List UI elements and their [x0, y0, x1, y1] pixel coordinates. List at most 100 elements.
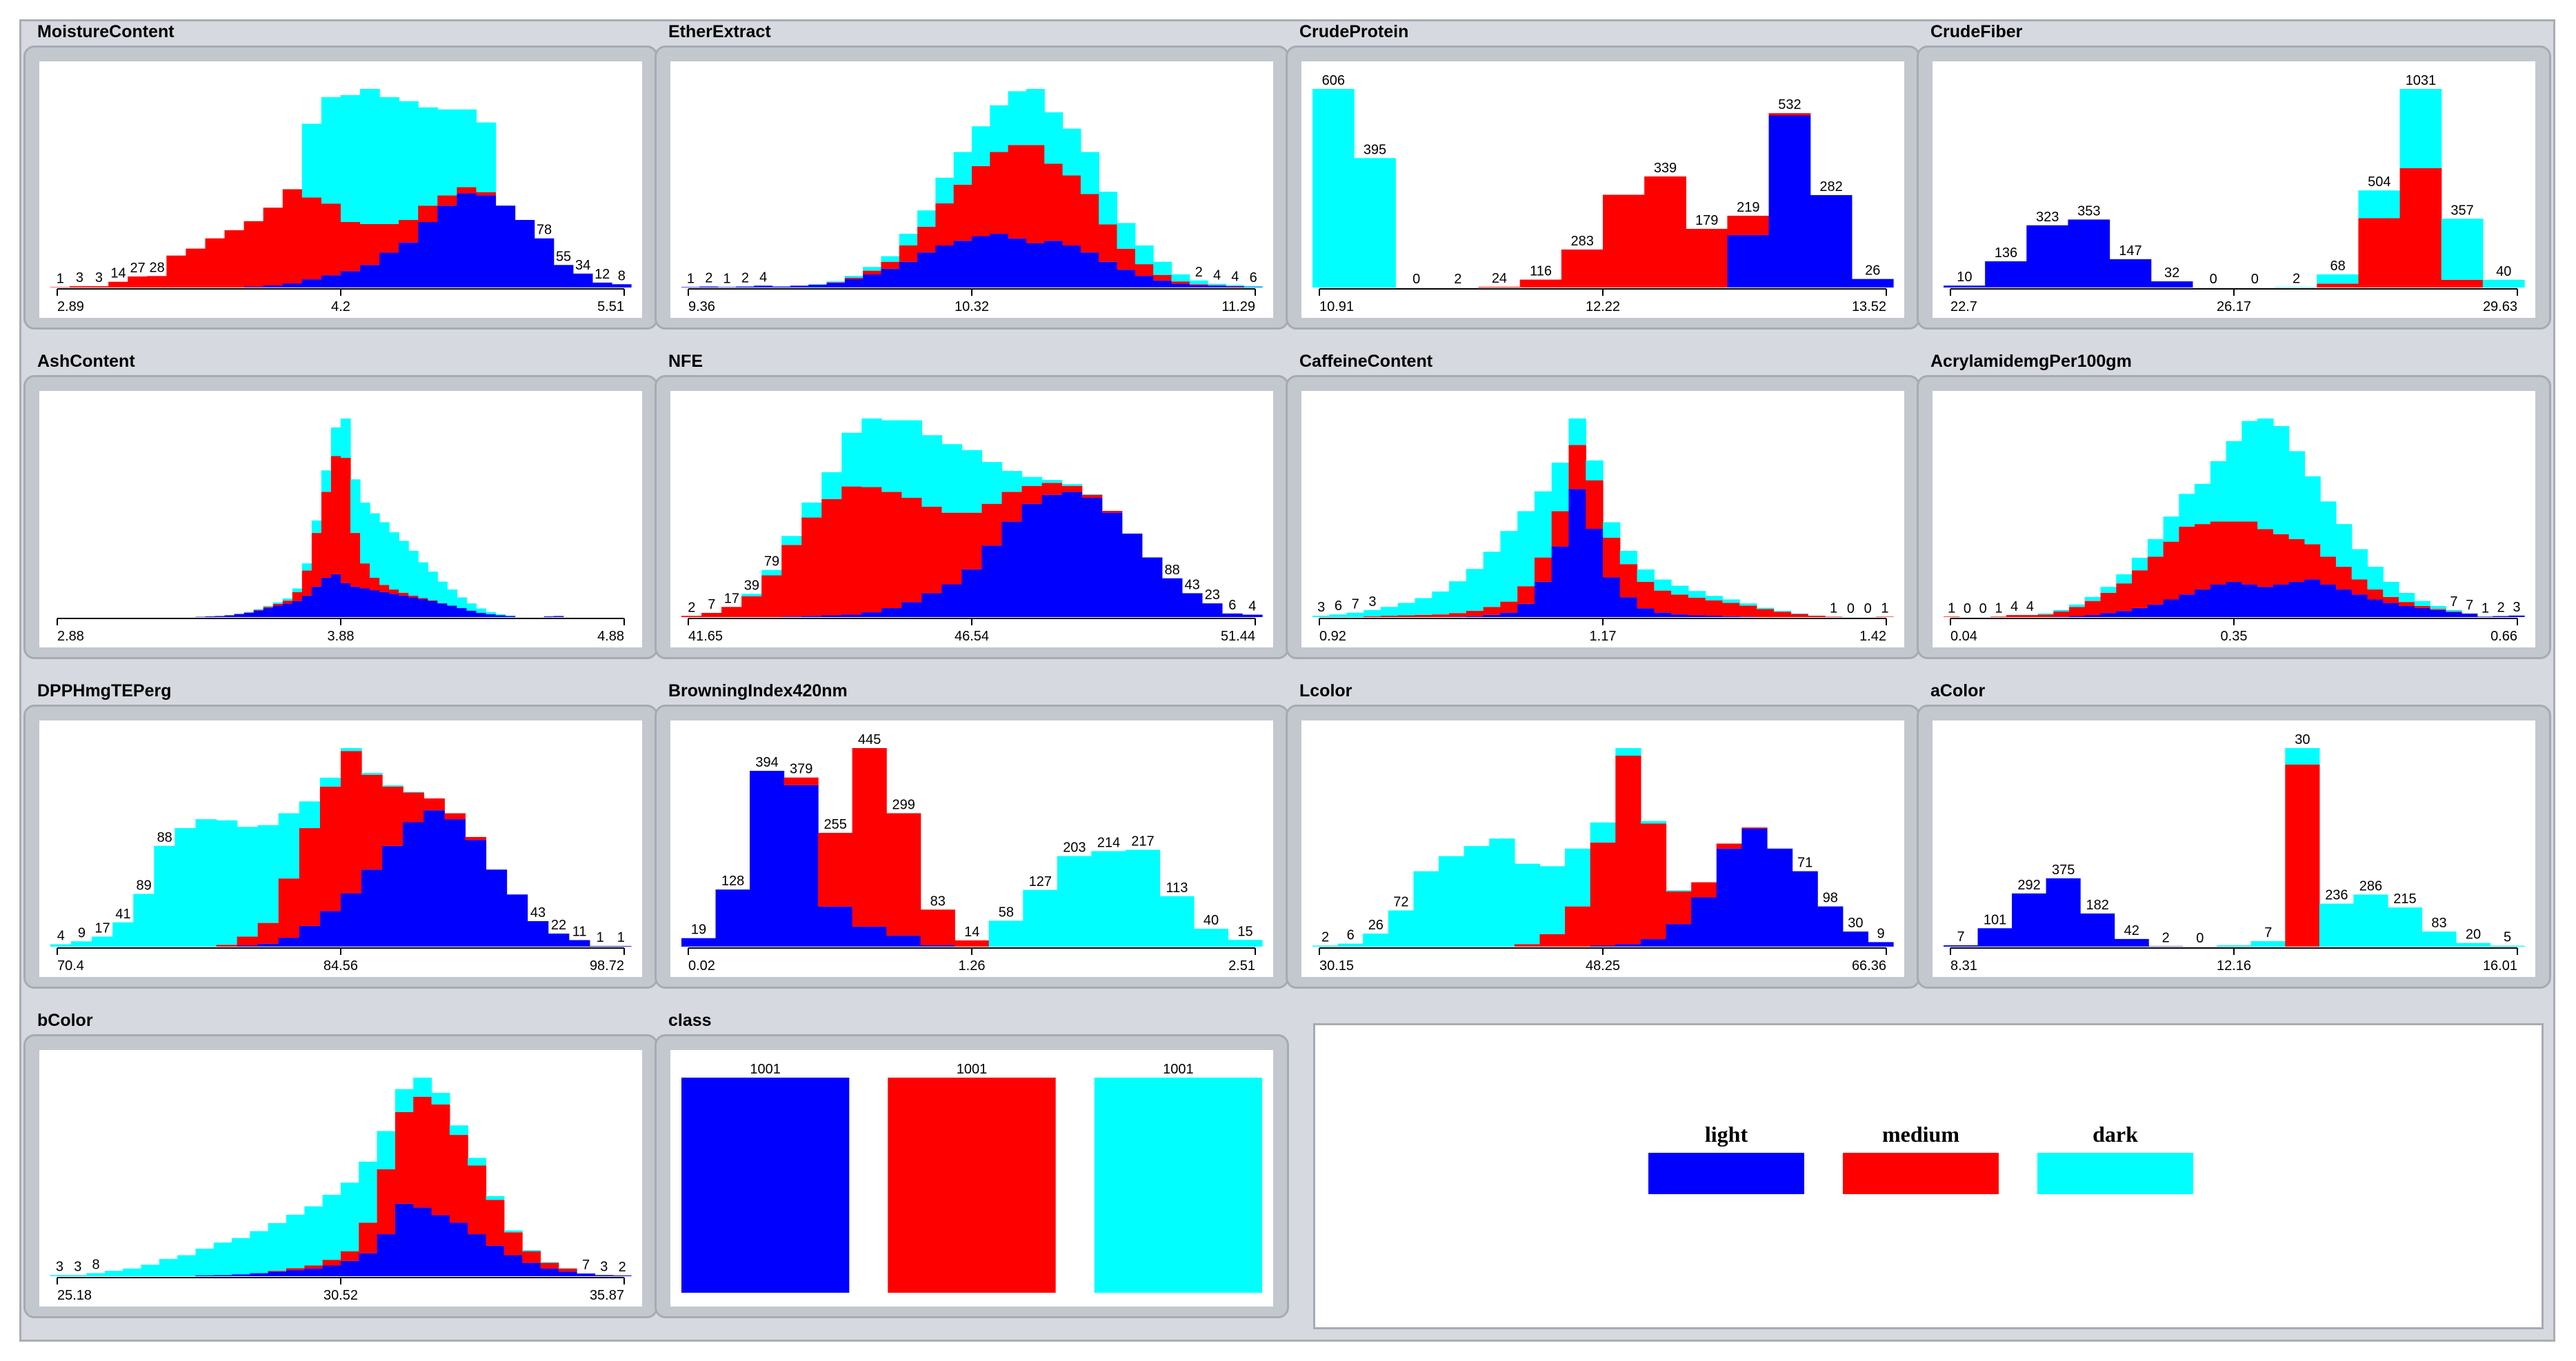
bar-segment [431, 1215, 450, 1276]
bar-segment [399, 592, 409, 596]
histogram-panel-bColor[interactable]: bColor 3 3 8 7 3 2 25.18 30.52 35.87 [23, 1008, 658, 1318]
bar-segment [741, 596, 762, 617]
bar-segment [447, 605, 457, 617]
bar-segment [1619, 564, 1638, 598]
histogram-panel-CrudeFiber[interactable]: CrudeFiber 10 136 323 353 147 32 0 0 2 68 504 1031 35… [1917, 19, 2551, 330]
bar-count-label: 2 [688, 600, 695, 615]
bar-segment [423, 810, 445, 947]
bar-segment [243, 612, 254, 613]
bar-segment [174, 828, 197, 947]
bar-segment [418, 599, 428, 617]
histogram-panel-class[interactable]: class 1001 1001 1001 [655, 1008, 1289, 1318]
bar-segment [1654, 612, 1672, 617]
bar-segment [1568, 419, 1586, 445]
bar-segment [1944, 945, 1979, 947]
bar-segment [330, 456, 341, 574]
histogram-panel-AcrylamidemgPer100gm[interactable]: AcrylamidemgPer100gm 1 0 0 1 4 4 7 7 1 2 3 0.04 0.35 0… [1917, 349, 2551, 659]
bar-segment [2273, 534, 2290, 585]
bar-segment [476, 195, 497, 288]
panel-frame: 3 6 7 3 1 0 0 1 0.92 1.17 1.42 [1286, 375, 1920, 659]
bar-segment [399, 541, 409, 593]
bar-segment [2147, 604, 2164, 617]
histogram-panel-BrowningIndex420nm[interactable]: BrowningIndex420nm 19 128 394 379 255 445 299 83… [655, 678, 1289, 989]
histogram-panel-NFE[interactable]: NFE 2 7 17 39 79 88 43 23 6 4 41.65 46.54 51.44 [655, 349, 1289, 659]
bar-segment [1449, 613, 1467, 617]
histogram-panel-aColor[interactable]: aColor 7 101 292 375 182 42 2 0 7 30 236 286 215 83 20 5… [1917, 678, 2551, 989]
bar-segment [1756, 609, 1775, 617]
bar-segment [917, 226, 936, 253]
bar-segment [341, 893, 362, 947]
bar-segment [272, 603, 283, 606]
bar-segment [2100, 613, 2117, 617]
bar-count-label: 28 [150, 260, 165, 275]
bar-segment [899, 234, 918, 246]
bar-segment [1483, 614, 1501, 617]
bar-count-label: 3 [1368, 594, 1376, 609]
bar-segment [772, 286, 791, 288]
bar-segment [213, 1275, 232, 1276]
bar-segment [361, 869, 383, 947]
x-tick-label: 4.2 [331, 299, 350, 314]
bar-segment [2317, 283, 2359, 288]
bar-segment [610, 946, 632, 947]
bar-segment [272, 602, 283, 604]
x-tick-label: 0.92 [1319, 629, 1346, 644]
histogram-panel-MoistureContent[interactable]: MoistureContent 1 3 3 14 27 28 78 55 34 12 8 2.89 4.2… [23, 19, 658, 330]
bar-segment [476, 192, 497, 196]
bar-count-label: 7 [1352, 597, 1359, 612]
x-tick-label: 3.88 [328, 629, 355, 644]
bar-segment [917, 252, 936, 288]
bar-segment [350, 586, 361, 617]
bar-segment [2383, 596, 2399, 603]
bar-count-label: 43 [530, 905, 546, 920]
bar-segment [1439, 856, 1465, 947]
bar-segment [319, 786, 341, 911]
bar-segment [821, 615, 842, 617]
histogram-panel-AshContent[interactable]: AshContent 2.88 3.88 4.88 [23, 349, 658, 659]
bar-segment [166, 255, 187, 288]
bar-segment [418, 205, 438, 222]
bar-segment [2147, 538, 2164, 557]
bar-count-label: 504 [2368, 174, 2390, 190]
panel-title: NFE [668, 352, 703, 371]
bar-segment [1640, 823, 1667, 940]
bar-segment [1081, 498, 1103, 617]
bar-segment [1125, 849, 1161, 947]
bar-segment [1539, 934, 1566, 947]
histogram-panel-DPPHmgTEPerg[interactable]: DPPHmgTEPerg 4 9 17 41 89 88 43 22 11 1 1 70.4 84.56 9… [23, 678, 658, 989]
bar-segment [292, 588, 303, 592]
bar-segment [2053, 611, 2070, 617]
bar-segment [341, 1182, 359, 1251]
histogram-panel-CrudeProtein[interactable]: CrudeProtein 606 395 0 2 24 116 283 339 179 219 532… [1286, 19, 1920, 330]
bar-segment [1449, 581, 1467, 614]
bar-segment [953, 184, 972, 241]
bar-segment [112, 922, 134, 947]
bar-segment [1135, 245, 1154, 265]
bar-segment [177, 1255, 197, 1276]
histogram-panel-CaffeineContent[interactable]: CaffeineContent 3 6 7 3 1 0 0 1 0.92 1.17 1.42 [1286, 349, 1920, 659]
bar-segment [1413, 871, 1439, 947]
panel-frame: 2 7 17 39 79 88 43 23 6 4 41.65 46.54 51.44 [655, 375, 1289, 659]
histogram-panel-Lcolor[interactable]: Lcolor 2 6 26 72 71 98 30 9 30.15 48.25 66.36 [1286, 678, 1920, 989]
bar-segment [395, 1089, 414, 1112]
panel-title: bColor [37, 1011, 93, 1030]
bar-count-label: 1 [687, 271, 695, 286]
x-tick-label: 5.51 [597, 299, 624, 314]
bar-segment [286, 1214, 305, 1269]
histogram-panel-EtherExtract[interactable]: EtherExtract 1 2 1 2 4 2 4 4 6 9.36 10.32 11.29 [655, 19, 1289, 330]
bar-count-label: 22 [551, 918, 566, 933]
bar-segment [128, 276, 148, 288]
bar-segment [1619, 597, 1638, 617]
bar-segment [1741, 827, 1768, 829]
x-tick-label: 29.63 [2483, 299, 2517, 314]
bar-segment [232, 1274, 251, 1276]
bar-segment [2367, 567, 2384, 589]
bar-segment [2398, 593, 2415, 603]
bar-segment [272, 605, 283, 617]
plot-area: 1001 1001 1001 [670, 1050, 1273, 1307]
bar-segment [437, 109, 457, 196]
bar-segment [2012, 893, 2047, 947]
bar-count-label: 1 [1948, 601, 1955, 616]
histogram-svg: 3 3 8 7 3 225.18 30.52 35.87 [50, 1078, 632, 1303]
